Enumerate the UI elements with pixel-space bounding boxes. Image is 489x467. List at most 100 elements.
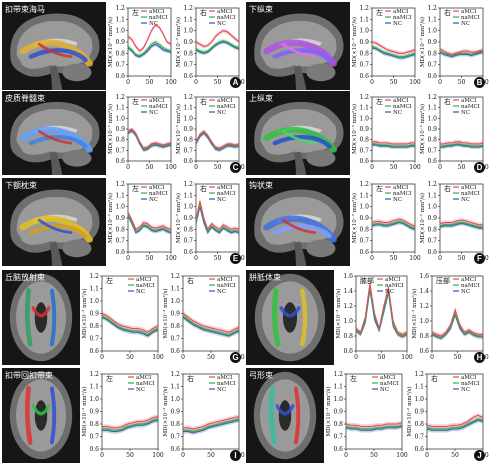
series-confidence-band-aMCI (427, 413, 483, 429)
legend-entry-aMCI: aMCI (217, 9, 232, 15)
series-line-aMCI (439, 48, 484, 56)
panel-letter-badge: C (230, 162, 241, 173)
series-confidence-band-naMCI (102, 416, 158, 433)
fiber-tract-overlay (275, 404, 295, 416)
y-tick-label: 0.8 (170, 421, 180, 428)
series-line-naMCI (345, 424, 403, 430)
fiber-tract-overlay (272, 224, 332, 239)
x-tick-label: 50 (390, 255, 398, 262)
series-line-aMCI (195, 200, 240, 231)
y-axis-label: MD(×10⁻³ mm²/s) (107, 193, 114, 243)
y-tick-label: 1.6 (343, 273, 353, 280)
y-tick-label: 1.1 (333, 384, 343, 391)
y-tick-label: 0.6 (170, 446, 180, 453)
tract-title: 扣带回扣带束 (5, 371, 53, 380)
chart-left: 1.2 1.1 1.0 0.9 0.8 0.7 0.6 0 50 100 MD(×10⁻³ mm²/… (107, 91, 177, 173)
y-axis-label: MD(×10⁻³ mm²/s) (175, 17, 182, 67)
chart-side-label: 左 (376, 97, 383, 106)
md-profile-chart: 1.6 1.4 1.2 1.0 0.8 0.60 50 100 MD(×10⁻³ mm²/s) 膝… (335, 273, 413, 361)
chart-side-label: 右 (444, 184, 451, 193)
tract-title: 上纵束 (249, 94, 273, 103)
x-tick-label: 100 (396, 452, 408, 459)
y-axis-label: MD(×10⁻³ mm²/s) (419, 17, 426, 67)
x-tick-label: 100 (401, 354, 413, 361)
y-tick-label: 1.0 (183, 28, 193, 35)
y-tick-label: 0.6 (427, 73, 437, 80)
series-line-aMCI (127, 212, 172, 231)
series-confidence-band-aMCI (102, 414, 158, 430)
y-tick-label: 0.8 (427, 226, 437, 233)
series-line-aMCI (372, 141, 415, 145)
y-tick-label: 1.0 (89, 396, 99, 403)
legend-entry-aMCI: aMCI (149, 9, 164, 15)
legend-entry-NC: NC (149, 197, 158, 203)
x-tick-label: 0 (438, 255, 442, 262)
y-tick-label: 0.7 (427, 238, 437, 245)
y-tick-label: 1.1 (359, 16, 369, 23)
y-tick-label: 0.6 (115, 158, 125, 165)
y-tick-label: 0.7 (115, 147, 125, 154)
y-tick-label: 1.1 (89, 384, 99, 391)
x-tick-label: 50 (207, 452, 215, 459)
legend-entry-NC: NC (136, 387, 145, 393)
x-tick-label: 0 (370, 164, 374, 171)
legend-entry-naMCI: naMCI (149, 15, 168, 21)
legend-entry-aMCI: aMCI (217, 185, 232, 191)
y-tick-label: 0.9 (333, 409, 343, 416)
legend-entry-NC: NC (393, 110, 402, 116)
brainstem-shape (293, 65, 307, 90)
chart-left: 1.2 1.1 1.0 0.9 0.8 0.7 0.6 0 50 100 MD(×10⁻³ mm²/… (107, 2, 177, 88)
legend-entry-naMCI: naMCI (380, 381, 399, 387)
y-tick-label: 0.7 (170, 434, 180, 441)
series-line-naMCI (195, 131, 240, 150)
legend-entry-aMCI: aMCI (136, 375, 151, 381)
fiber-tract-overlay (49, 288, 57, 347)
series-line-naMCI (195, 40, 240, 53)
y-tick-label: 0.6 (359, 158, 369, 165)
series-line-naMCI (426, 418, 484, 430)
y-tick-label: 1.1 (427, 16, 437, 23)
y-tick-label: 1.0 (359, 204, 369, 211)
brainstem-shape (49, 65, 63, 90)
tract-title: 皮质脊髓束 (5, 94, 45, 103)
legend-entry-NC: NC (393, 21, 402, 27)
series-line-aMCI (182, 313, 240, 333)
panel-i: 扣带回扣带束 1.2 1.1 1.0 0.9 0.8 0.7 0.6 0 50 100 MD(×10⁻… (2, 368, 245, 463)
y-tick-label: 0.9 (115, 215, 125, 222)
x-tick-label: 50 (458, 79, 466, 86)
x-tick-label: 50 (214, 79, 222, 86)
x-tick-label: 0 (194, 164, 198, 171)
panel-letter-badge: I (230, 450, 241, 461)
y-axis-label: MD(×10⁻³ mm²/s) (419, 193, 426, 243)
y-tick-label: 1.2 (359, 181, 369, 188)
y-tick-label: 1.2 (89, 371, 99, 378)
legend-entry-NC: NC (149, 110, 158, 116)
chart-left: 1.2 1.1 1.0 0.9 0.8 0.7 0.6 0 50 100 MD(×10⁻³ mm²/… (351, 2, 421, 88)
y-tick-label: 0.9 (183, 126, 193, 133)
chart-side-label: 右 (431, 374, 438, 383)
chart-side-label: 左 (376, 8, 383, 17)
chart-left: 1.2 1.1 1.0 0.9 0.8 0.7 0.6 0 50 100 MD(×10⁻³ mm²/… (351, 91, 421, 173)
series-line-NC (355, 289, 408, 338)
y-tick-label: 0.7 (359, 147, 369, 154)
fiber-tract-overlay (300, 288, 308, 347)
panel-letter-badge: D (474, 162, 485, 173)
y-tick-label: 0.8 (333, 421, 343, 428)
series-line-naMCI (127, 129, 172, 150)
legend-entry-naMCI: naMCI (461, 283, 480, 289)
y-tick-label: 1.2 (183, 181, 193, 188)
y-tick-label: 1.1 (183, 16, 193, 23)
chart-side-label: 右 (200, 8, 207, 17)
y-axis-label: MD(×10⁻³ mm²/s) (411, 288, 418, 338)
fiber-tract-overlay (24, 288, 33, 347)
y-tick-label: 0.7 (414, 434, 424, 441)
x-tick-label: 50 (378, 354, 386, 361)
legend-entry-naMCI: naMCI (393, 15, 412, 21)
